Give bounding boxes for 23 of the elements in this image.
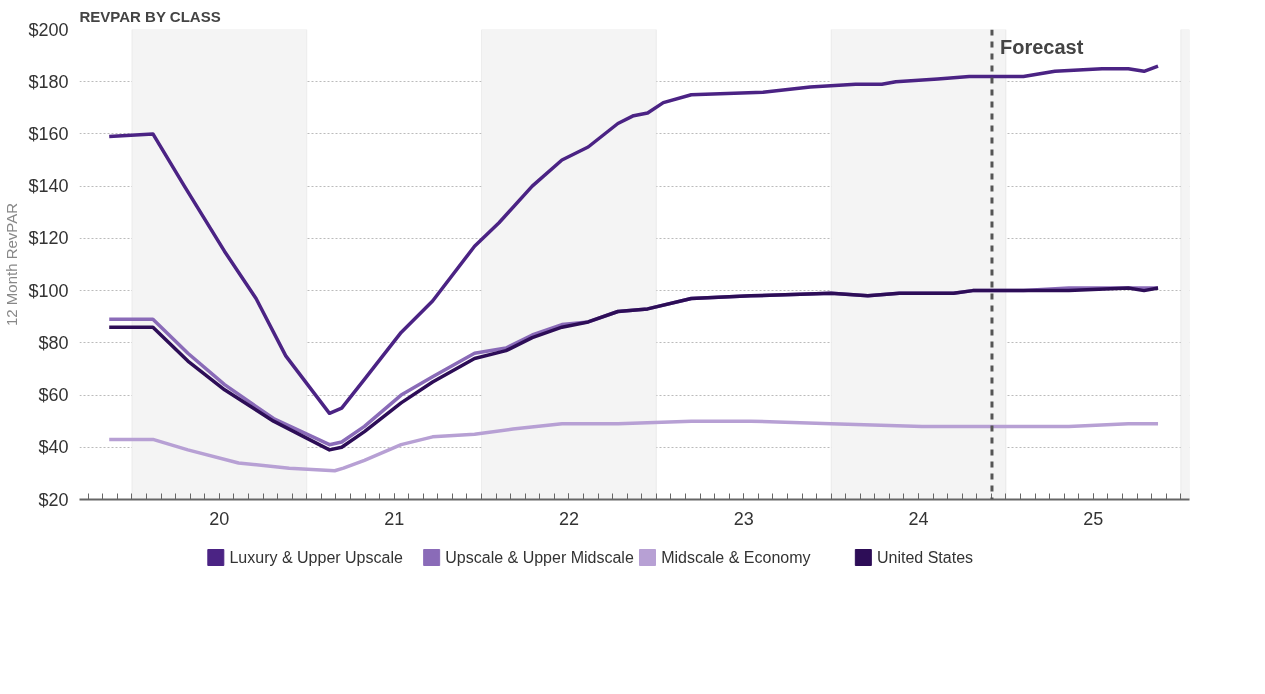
- legend-label: Upscale & Upper Midscale: [445, 549, 634, 566]
- legend-label: Midscale & Economy: [661, 549, 811, 566]
- ref-line-label: Forecast: [999, 35, 1084, 58]
- x-tick-label: 21: [384, 508, 405, 529]
- x-tick-label: 24: [908, 508, 929, 529]
- y-tick-label: $20: [38, 489, 69, 510]
- legend-label: Luxury & Upper Upscale: [229, 549, 403, 566]
- chart-title: REVPAR BY CLASS: [79, 7, 221, 25]
- y-tick-label: $140: [28, 176, 69, 197]
- y-tick-label: $100: [28, 280, 69, 301]
- y-axis-title: 12 Month RevPAR: [3, 202, 21, 327]
- y-tick-label: $80: [38, 332, 69, 353]
- x-tick-label: 25: [1083, 508, 1104, 529]
- legend-label: United States: [876, 549, 974, 566]
- x-tick-label: 22: [558, 508, 579, 529]
- y-tick-label: $200: [28, 19, 69, 40]
- y-tick-label: $120: [28, 228, 69, 249]
- x-tick-label: 20: [209, 508, 230, 529]
- x-tick-label: 23: [733, 508, 754, 529]
- y-tick-label: $180: [28, 71, 69, 92]
- y-tick-label: $40: [38, 437, 69, 458]
- y-tick-label: $60: [38, 385, 69, 406]
- y-tick-label: $160: [28, 123, 69, 144]
